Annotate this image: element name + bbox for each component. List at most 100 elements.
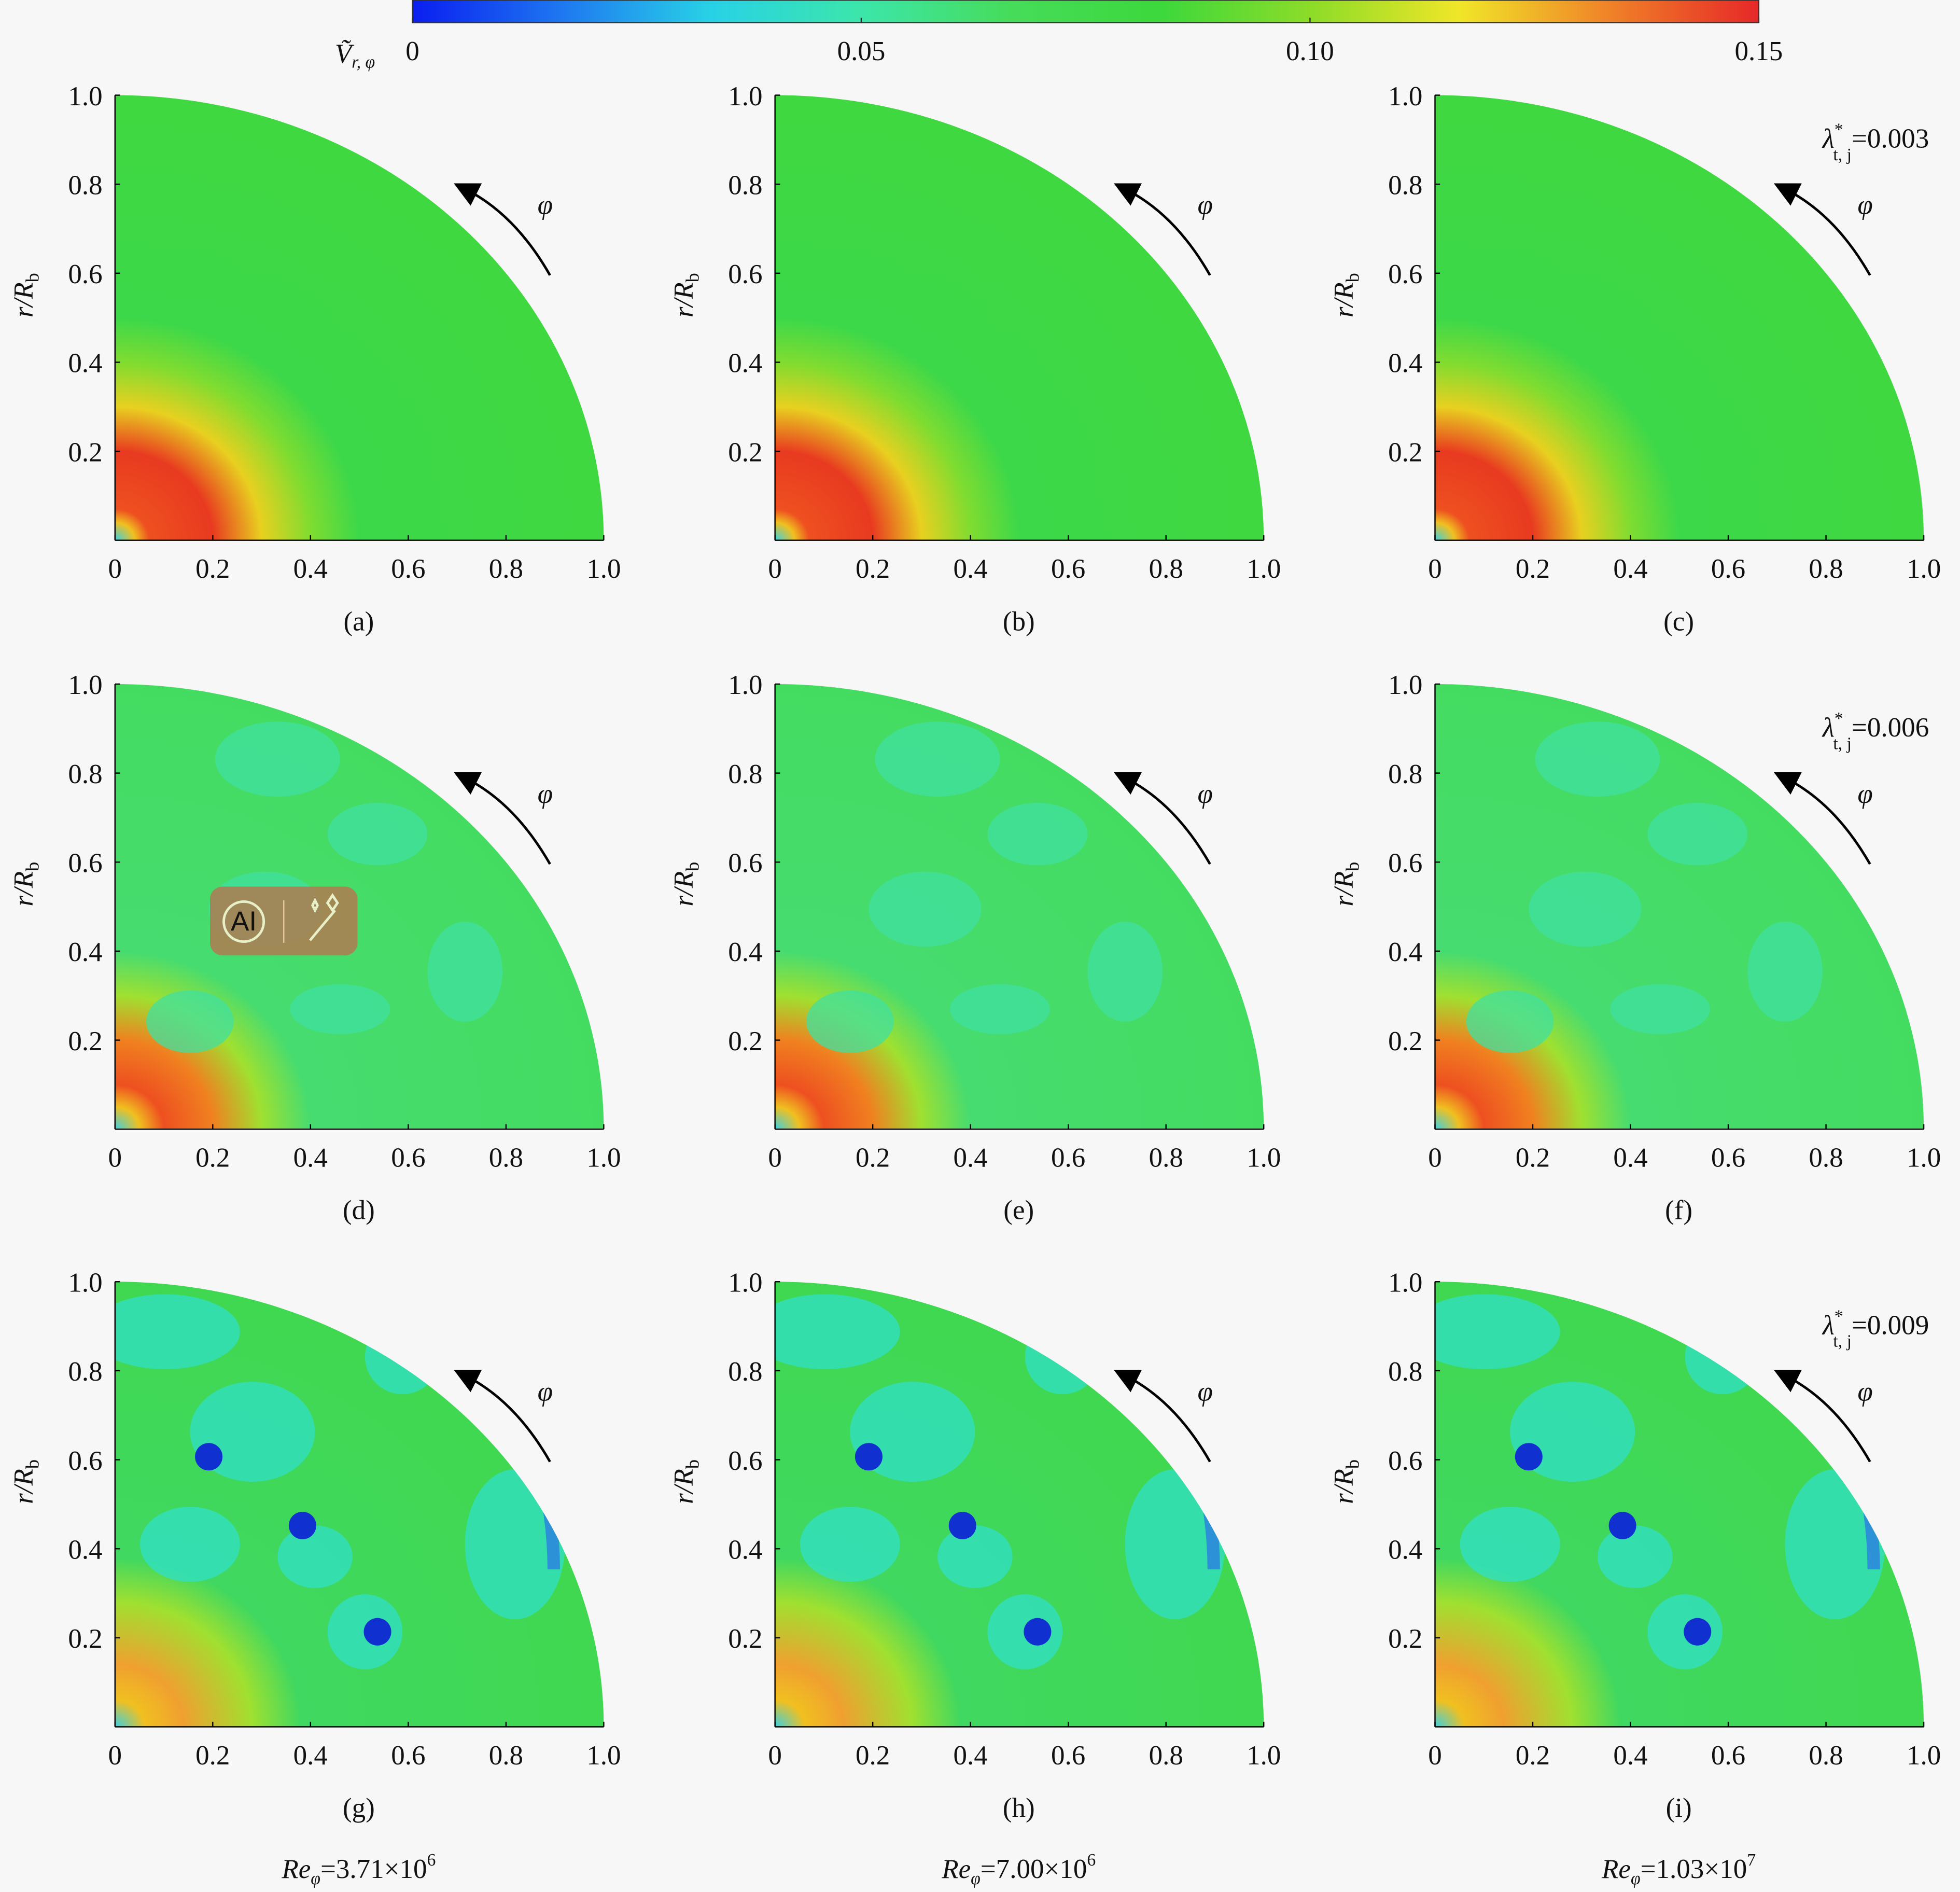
row-annotation: λ* t, j=0.009 (1822, 1306, 1929, 1351)
y-tick-label: 0.8 (68, 759, 102, 789)
rotation-arrow (1773, 1370, 1871, 1463)
column-exp: 7 (1747, 1851, 1756, 1870)
field-patch (140, 1507, 240, 1582)
x-tick-label: 0.4 (293, 1143, 328, 1173)
x-tick-label: 0 (768, 1741, 782, 1771)
x-tick-label: 0.2 (1516, 1741, 1550, 1771)
x-tick-label: 0.6 (1711, 554, 1745, 584)
rotation-label: φ (1197, 190, 1212, 220)
column-value: =1.03×10 (1641, 1854, 1747, 1884)
x-tick-label: 0 (108, 1143, 122, 1173)
colorbar-tick-label: 0.15 (1734, 36, 1783, 66)
panel-label: (a) (343, 606, 374, 636)
x-tick-label: 0.6 (391, 1741, 425, 1771)
field-patch (1597, 1525, 1673, 1588)
panel: 0 0.2 0.4 0.6 0.8 1.0 0.2 0.4 0.6 0.8 1.0 r/Rb φ (c) (1328, 81, 1941, 636)
y-tick-label: 0.6 (68, 259, 102, 289)
x-tick-label: 1.0 (1907, 1741, 1941, 1771)
row-sub: t, j (1833, 145, 1852, 164)
y-tick-label: 0.6 (1388, 1446, 1422, 1476)
x-tick-label: 0.6 (1051, 1143, 1085, 1173)
rotation-arrow (1114, 772, 1211, 865)
column-sub: φ (311, 1869, 320, 1888)
x-tick-label: 1.0 (1907, 1143, 1941, 1173)
column-sub: φ (1631, 1869, 1641, 1888)
y-tick-label: 0.4 (68, 1535, 102, 1565)
y-axis-label-main: r/R (1328, 282, 1359, 317)
y-axis-label-main: r/R (1328, 1469, 1359, 1504)
field-patch (875, 721, 1000, 797)
y-tick-label: 0.6 (728, 1446, 762, 1476)
field-patch (215, 721, 340, 797)
x-tick-label: 0.8 (1809, 1741, 1843, 1771)
contour-field (1435, 684, 1924, 1130)
y-axis-label-sub: b (22, 862, 43, 871)
field-patch (327, 802, 428, 866)
patches (806, 721, 1163, 1053)
y-axis-label: r/Rb (9, 1459, 43, 1504)
field-patch (1435, 1294, 1560, 1370)
y-axis-label: r/Rb (1328, 273, 1363, 317)
ai-label: AI (231, 906, 257, 937)
colorbar-tick-label: 0 (405, 36, 419, 66)
rotation-arrow (1114, 183, 1211, 276)
x-tick-label: 1.0 (1247, 1741, 1281, 1771)
column-symbol: Re (1601, 1854, 1631, 1884)
field-patch (146, 990, 234, 1053)
x-tick-label: 0.4 (293, 1741, 328, 1771)
y-axis-label-main: r/R (9, 871, 39, 907)
rotation-arrow (1773, 183, 1871, 276)
column-sub: φ (971, 1869, 981, 1888)
y-tick-label: 0.4 (728, 937, 762, 967)
row-sup: * (1835, 1306, 1843, 1326)
panel-label: (b) (1003, 606, 1035, 636)
plots: 0 0.05 0.10 0.15 Ṽr, φ 0 0.2 0.4 0.6 0.8 1.0 0.2 0.4… (9, 0, 1941, 1888)
x-tick-label: 0 (768, 554, 782, 584)
contour-field (115, 95, 604, 540)
y-tick-label: 0.8 (68, 1357, 102, 1387)
colorbar-label-main: Ṽ (335, 39, 355, 69)
column-exp: 6 (427, 1851, 436, 1870)
ai-overlay[interactable]: AI (210, 886, 358, 956)
rotation-arrow (1114, 1370, 1211, 1463)
contour-field (1435, 95, 1924, 540)
y-axis-label-main: r/R (669, 282, 699, 317)
x-tick-label: 0.2 (195, 554, 230, 584)
y-tick-label: 0.4 (1388, 349, 1422, 379)
row-annotation: λ* t, j=0.006 (1822, 709, 1929, 753)
field-blob (195, 1443, 223, 1471)
x-tick-label: 0.4 (954, 554, 988, 584)
column-value: =3.71×10 (320, 1854, 427, 1884)
y-tick-label: 0.2 (68, 1624, 102, 1654)
y-axis-label-sub: b (682, 1459, 703, 1469)
row-symbol: λ (1822, 124, 1835, 154)
y-tick-label: 0.6 (728, 259, 762, 289)
y-tick-label: 0.4 (728, 349, 762, 379)
panel-label: (i) (1666, 1793, 1692, 1823)
field-patch (775, 1294, 900, 1370)
panel-label: (d) (343, 1195, 375, 1226)
rotation-label: φ (538, 779, 553, 809)
x-tick-label: 0.2 (195, 1741, 230, 1771)
y-tick-label: 0.8 (728, 1357, 762, 1387)
field-blob (288, 1511, 316, 1539)
colorbar-tick-label: 0.05 (837, 36, 886, 66)
column-value: =7.00×10 (981, 1854, 1087, 1884)
y-axis-label: r/Rb (9, 862, 43, 907)
panel: 0 0.2 0.4 0.6 0.8 1.0 0.2 0.4 0.6 0.8 1.0 r/Rb φ (d) (9, 670, 621, 1225)
rotation-label: φ (538, 1376, 553, 1407)
y-tick-label: 1.0 (68, 670, 102, 700)
y-tick-label: 1.0 (728, 1268, 762, 1298)
x-tick-label: 0.4 (954, 1741, 988, 1771)
x-tick-label: 0.8 (1149, 1741, 1183, 1771)
x-tick-label: 0.4 (1613, 1143, 1647, 1173)
y-tick-label: 0.2 (728, 437, 762, 467)
column-symbol: Re (281, 1854, 311, 1884)
y-tick-label: 0.2 (1388, 1624, 1422, 1654)
y-tick-label: 0.4 (68, 937, 102, 967)
rotation-arrow (454, 1370, 551, 1463)
y-tick-label: 0.8 (1388, 170, 1422, 200)
field-patch (950, 984, 1050, 1034)
field-patch (806, 990, 894, 1053)
field-patch (115, 1294, 240, 1370)
